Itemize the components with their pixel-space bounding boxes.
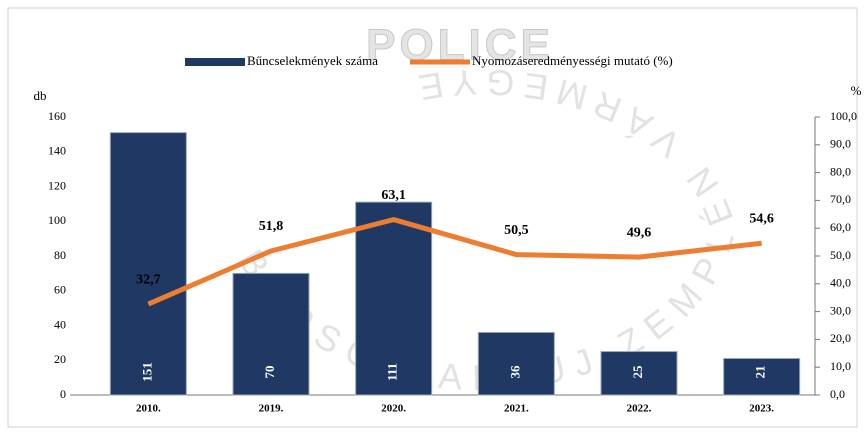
- y2-tick-label: 20,0: [830, 331, 851, 345]
- y-tick-label: 140: [48, 144, 66, 158]
- y-tick-label: 40: [54, 317, 66, 331]
- x-tick-label: 2019.: [259, 403, 284, 415]
- bar: [478, 332, 554, 395]
- y-tick-label: 120: [48, 178, 66, 192]
- y2-tick-label: 80,0: [830, 164, 851, 178]
- y2-tick-label: 50,0: [830, 248, 851, 262]
- y2-tick-label: 40,0: [830, 276, 851, 290]
- y2-axis-title: %: [851, 83, 862, 98]
- y-tick-label: 160: [48, 109, 66, 123]
- bar-value-label: 25: [630, 365, 645, 379]
- legend-label: Nyomozáseredményességi mutató (%): [472, 53, 673, 68]
- line-value-label: 32,7: [136, 272, 161, 287]
- y2-tick-label: 30,0: [830, 303, 851, 317]
- line-value-label: 54,6: [749, 211, 774, 226]
- y-axis-title: db: [34, 88, 47, 103]
- y2-tick-label: 60,0: [830, 220, 851, 234]
- bar-value-label: 111: [385, 363, 400, 381]
- bar-value-label: 151: [139, 362, 154, 382]
- y2-tick-label: 10,0: [830, 359, 851, 373]
- y2-tick-label: 0,0: [830, 387, 845, 401]
- bar-value-label: 21: [753, 366, 768, 379]
- chart: POLICEBORSOD-ABAÚJ-ZEMPLÉN VÁRMEGYEdb%02…: [0, 0, 865, 435]
- line-value-label: 49,6: [627, 225, 652, 240]
- x-tick-label: 2010.: [136, 403, 161, 415]
- bar-value-label: 36: [507, 365, 522, 379]
- y2-tick-label: 100,0: [830, 109, 857, 123]
- y2-tick-label: 70,0: [830, 192, 851, 206]
- y2-tick-label: 90,0: [830, 137, 851, 151]
- x-tick-label: 2023.: [749, 403, 774, 415]
- legend-label: Bűncselekmények száma: [247, 53, 378, 68]
- y-tick-label: 0: [60, 387, 66, 401]
- bar-value-label: 70: [262, 366, 277, 379]
- bar: [110, 133, 186, 395]
- y-tick-label: 60: [54, 283, 66, 297]
- y-tick-label: 80: [54, 248, 66, 262]
- x-tick-label: 2020.: [381, 403, 406, 415]
- x-tick-label: 2022.: [627, 403, 652, 415]
- y-tick-label: 20: [54, 352, 66, 366]
- line-value-label: 51,8: [259, 219, 284, 234]
- line-value-label: 63,1: [381, 188, 406, 203]
- x-tick-label: 2021.: [504, 403, 529, 415]
- y-tick-label: 100: [48, 213, 66, 227]
- legend-swatch: [185, 58, 245, 66]
- line-value-label: 50,5: [504, 223, 529, 238]
